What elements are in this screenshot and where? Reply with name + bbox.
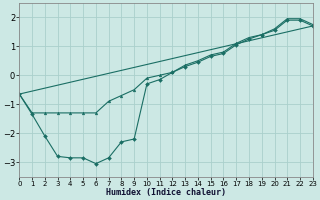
X-axis label: Humidex (Indice chaleur): Humidex (Indice chaleur): [106, 188, 226, 197]
